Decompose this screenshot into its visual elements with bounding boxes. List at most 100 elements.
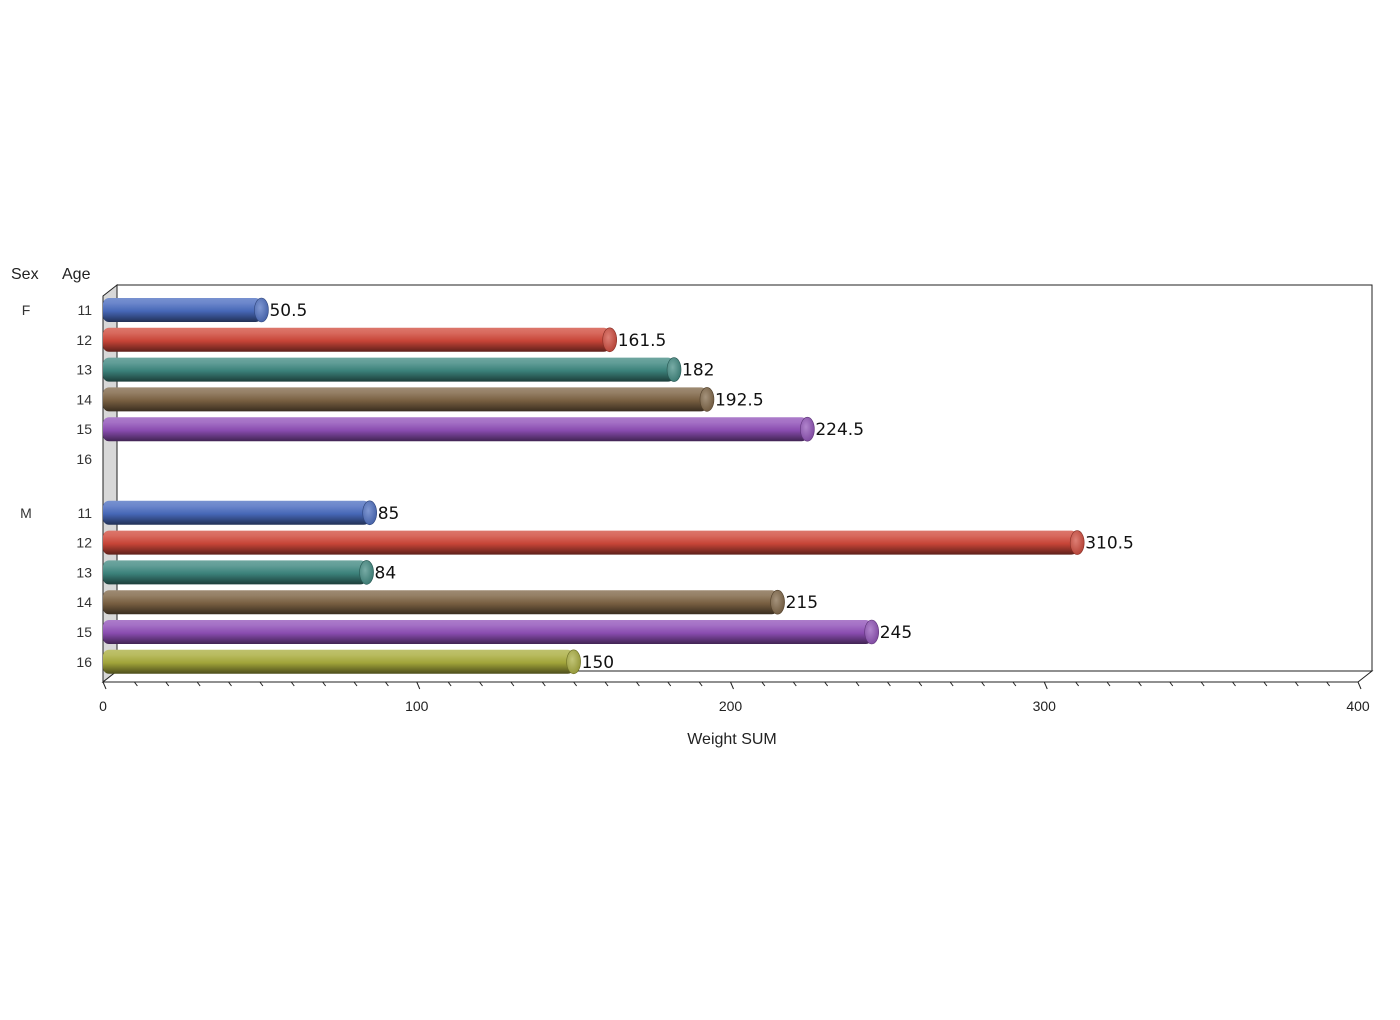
- minor-tick: [1075, 681, 1080, 687]
- bar-cap: [770, 589, 785, 615]
- minor-tick: [541, 681, 546, 687]
- header-sex: Sex: [11, 266, 39, 283]
- minor-tick: [949, 681, 954, 687]
- data-label: 182: [682, 361, 714, 381]
- bar-body: [103, 649, 574, 674]
- x-axis-title: Weight SUM: [687, 731, 777, 748]
- minor-tick: [510, 681, 515, 687]
- bars: [103, 297, 1085, 675]
- bar-body: [103, 298, 262, 322]
- category-label: 15: [76, 421, 92, 437]
- labels: 11 50.5 12 161.5 13 182 14 192.5 15 224.5 16 F 11 85 1…: [20, 301, 1134, 673]
- bar: [103, 530, 1085, 555]
- bar: [103, 357, 682, 382]
- data-label: 50.5: [269, 301, 307, 321]
- bar: [103, 560, 374, 585]
- minor-tick: [384, 681, 389, 687]
- bar-body: [103, 387, 707, 412]
- data-label: 215: [786, 593, 818, 613]
- minor-tick: [981, 681, 985, 687]
- bar-cap: [362, 500, 377, 526]
- bar: [103, 327, 618, 353]
- minor-tick: [886, 681, 891, 687]
- category-label: 16: [76, 654, 92, 670]
- x-tick-label: 400: [1346, 698, 1370, 714]
- bar-cap: [864, 619, 879, 645]
- minor-tick: [290, 681, 295, 687]
- minor-tick: [479, 681, 483, 687]
- bar-body: [103, 590, 778, 615]
- minor-tick: [824, 681, 829, 687]
- data-label: 85: [378, 504, 400, 524]
- data-label: 245: [880, 623, 912, 643]
- data-label: 150: [582, 653, 614, 673]
- minor-tick: [1326, 681, 1331, 687]
- major-tick: [1043, 681, 1048, 690]
- bar-body: [103, 500, 370, 525]
- bar-body: [103, 560, 367, 585]
- major-tick: [730, 681, 734, 690]
- bar-cap: [254, 297, 269, 323]
- bar-body: [103, 327, 610, 352]
- x-tick-label: 0: [99, 698, 107, 714]
- group-label: F: [22, 302, 31, 318]
- major-tick: [102, 681, 107, 690]
- minor-tick: [196, 681, 201, 687]
- category-label: 14: [76, 391, 92, 407]
- bar-cap: [359, 560, 374, 585]
- minor-tick: [604, 681, 609, 687]
- x-tick-label: 100: [405, 698, 429, 714]
- bar: [103, 649, 581, 675]
- bar-cap: [566, 649, 581, 675]
- bar: [103, 619, 879, 645]
- minor-tick: [1200, 681, 1205, 687]
- minor-tick: [322, 681, 327, 687]
- x-axis: 0 100 200 300 400: [99, 681, 1370, 714]
- minor-tick: [761, 681, 766, 687]
- bar: [103, 387, 715, 412]
- category-label: 16: [76, 451, 92, 467]
- minor-tick: [635, 681, 640, 687]
- minor-tick: [1106, 681, 1111, 687]
- minor-tick: [1169, 681, 1174, 687]
- minor-tick: [918, 681, 923, 687]
- x-tick-label: 200: [719, 698, 743, 714]
- minor-tick: [573, 681, 578, 687]
- minor-tick: [259, 681, 264, 687]
- minor-tick: [698, 681, 703, 687]
- category-label: 14: [76, 594, 92, 610]
- minor-tick: [792, 681, 797, 687]
- minor-tick: [353, 681, 358, 687]
- minor-tick: [1137, 681, 1142, 687]
- bar-body: [103, 530, 1078, 555]
- minor-tick: [1232, 681, 1236, 687]
- x-tick-label: 300: [1033, 698, 1057, 714]
- minor-tick: [447, 681, 452, 687]
- data-label: 310.5: [1085, 534, 1134, 554]
- minor-tick: [133, 681, 138, 687]
- minor-tick: [228, 681, 232, 687]
- category-label: 15: [76, 624, 92, 640]
- minor-tick: [1263, 681, 1268, 687]
- data-label: 161.5: [618, 331, 667, 351]
- bar-cap: [800, 416, 815, 442]
- minor-tick: [165, 681, 170, 687]
- header-age: Age: [62, 266, 91, 283]
- minor-tick: [855, 681, 860, 687]
- category-label: 13: [76, 564, 92, 580]
- category-label: 11: [77, 505, 92, 521]
- bar-body: [103, 620, 872, 644]
- category-label: 12: [76, 535, 92, 551]
- data-label: 192.5: [715, 390, 764, 410]
- minor-tick: [1294, 681, 1299, 687]
- bar-cap: [666, 357, 682, 382]
- bar-cap: [602, 327, 618, 353]
- data-label: 84: [375, 563, 397, 583]
- category-label: 11: [77, 302, 92, 318]
- category-label: 12: [76, 332, 92, 348]
- bar-body: [103, 357, 675, 382]
- major-tick: [416, 681, 421, 690]
- bar: [103, 416, 815, 442]
- data-label: 224.5: [815, 420, 864, 440]
